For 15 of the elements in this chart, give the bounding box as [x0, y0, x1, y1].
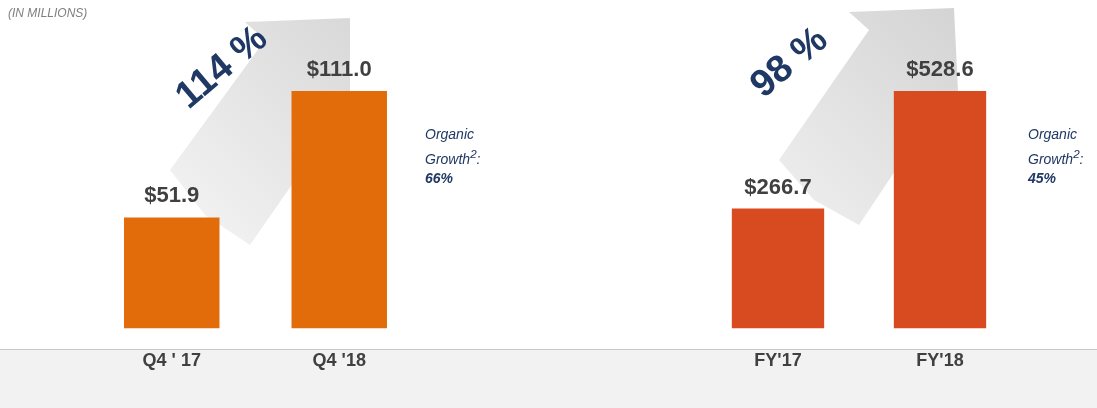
x-tick-label: Q4 ' 17 — [142, 350, 201, 371]
text: Organic Growth$^{2}$: — [1028, 126, 1084, 167]
data-label: $111.0 — [306, 56, 372, 82]
annotation: 114 % — [166, 16, 276, 117]
x-tick-label: FY'18 — [916, 350, 964, 371]
text: Organic Growth$^{2}$: — [425, 126, 481, 167]
data-label: $51.9 — [144, 182, 200, 208]
data-label: $528.6 — [906, 56, 974, 82]
annotation: 98 % — [741, 17, 836, 106]
x-tick-label: FY'17 — [754, 350, 802, 371]
text: 45% — [1028, 168, 1058, 188]
x-tick-label: Q4 '18 — [312, 350, 366, 371]
text: 66% — [425, 168, 455, 188]
chart-subtitle: (IN MILLIONS) — [8, 6, 88, 20]
data-label: $266.7 — [744, 173, 812, 199]
